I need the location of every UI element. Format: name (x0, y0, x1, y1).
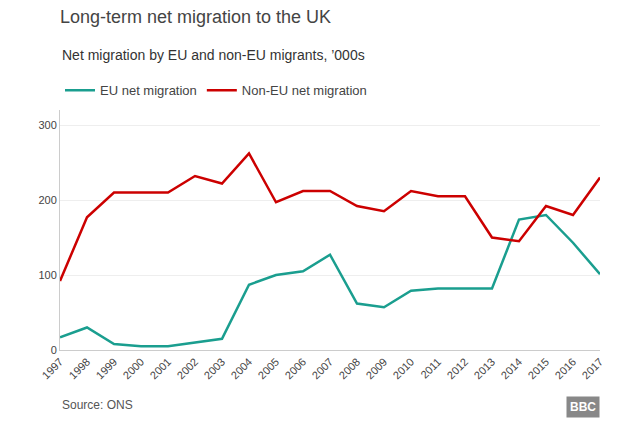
svg-text:0: 0 (51, 344, 57, 356)
svg-text:2011: 2011 (418, 356, 443, 381)
svg-text:2008: 2008 (337, 356, 363, 382)
svg-text:2002: 2002 (175, 356, 201, 382)
svg-text:BBC: BBC (570, 400, 596, 414)
svg-text:2013: 2013 (472, 356, 498, 382)
svg-text:100: 100 (38, 269, 56, 281)
svg-text:200: 200 (38, 194, 56, 206)
svg-text:1998: 1998 (67, 356, 93, 382)
svg-text:2014: 2014 (499, 356, 525, 382)
svg-text:1997: 1997 (40, 356, 66, 382)
svg-text:2007: 2007 (310, 356, 336, 382)
svg-text:2004: 2004 (229, 356, 255, 382)
svg-text:2009: 2009 (364, 356, 390, 382)
svg-text:Net migration by EU and non-EU: Net migration by EU and non-EU migrants,… (62, 47, 365, 63)
svg-text:Source: ONS: Source: ONS (62, 398, 133, 412)
svg-text:EU net migration: EU net migration (100, 83, 197, 98)
svg-text:2006: 2006 (283, 356, 309, 382)
svg-text:Long-term net migration to the: Long-term net migration to the UK (60, 7, 331, 27)
svg-text:2001: 2001 (148, 356, 174, 382)
svg-text:300: 300 (38, 119, 56, 131)
svg-text:2003: 2003 (202, 356, 228, 382)
svg-text:Non-EU net migration: Non-EU net migration (242, 83, 367, 98)
svg-text:1999: 1999 (94, 356, 120, 382)
svg-text:2016: 2016 (553, 356, 579, 382)
svg-text:2012: 2012 (445, 356, 471, 382)
svg-text:2000: 2000 (121, 356, 147, 382)
svg-text:2017: 2017 (580, 356, 606, 382)
svg-text:2005: 2005 (256, 356, 282, 382)
svg-text:2015: 2015 (526, 356, 552, 382)
svg-text:2010: 2010 (391, 356, 417, 382)
